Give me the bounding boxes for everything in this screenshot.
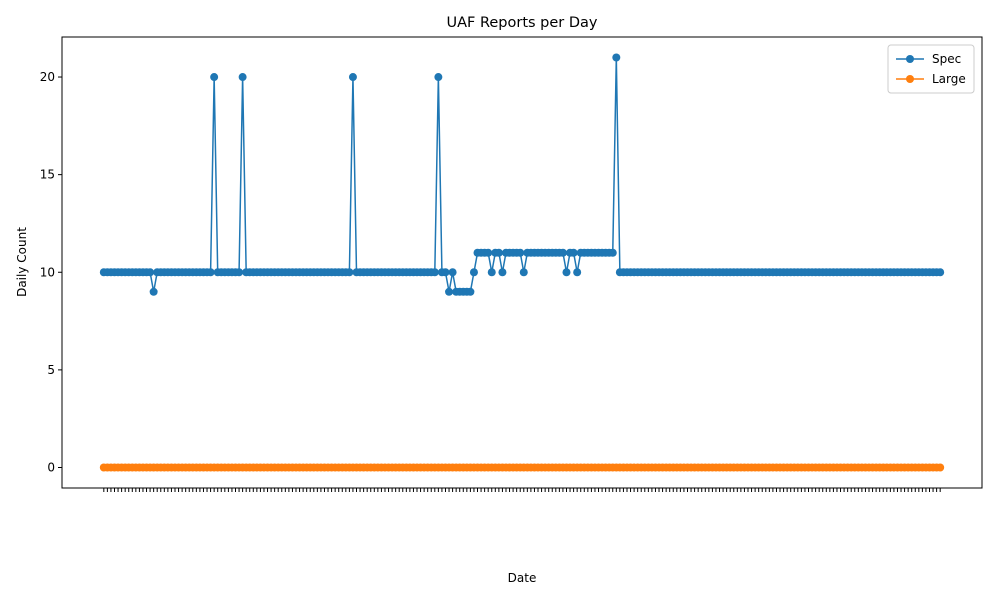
point — [484, 248, 493, 257]
point — [469, 268, 478, 277]
point — [558, 248, 567, 257]
point — [206, 268, 215, 277]
point — [562, 268, 571, 277]
point — [430, 268, 439, 277]
y-tick-label: 0 — [47, 461, 55, 475]
x-axis-label: Date — [508, 571, 537, 585]
legend-marker — [906, 75, 914, 83]
y-tick-label: 10 — [40, 265, 55, 279]
point — [434, 73, 443, 82]
series — [99, 463, 945, 472]
point — [238, 73, 247, 82]
point — [445, 287, 454, 296]
legend-marker — [906, 55, 914, 63]
legend-label: Spec — [932, 52, 961, 66]
point — [448, 268, 457, 277]
point — [569, 248, 578, 257]
point — [235, 268, 244, 277]
point — [494, 248, 503, 257]
point — [936, 463, 945, 472]
chart-title: UAF Reports per Day — [446, 15, 597, 31]
point — [487, 268, 496, 277]
y-tick-label: 5 — [47, 363, 55, 377]
point — [149, 287, 158, 296]
y-axis-label: Daily Count — [15, 227, 29, 297]
point — [210, 73, 219, 82]
y-tick-label: 15 — [40, 168, 55, 182]
point — [516, 248, 525, 257]
y-tick-label: 20 — [40, 70, 55, 84]
point — [466, 287, 475, 296]
point — [573, 268, 582, 277]
point — [498, 268, 507, 277]
point — [936, 268, 945, 277]
point — [146, 268, 155, 277]
point — [608, 248, 617, 257]
point — [345, 268, 354, 277]
legend-label: Large — [932, 72, 966, 86]
plot-frame — [61, 36, 983, 489]
point — [612, 53, 621, 62]
series — [99, 53, 945, 296]
point — [519, 268, 528, 277]
point — [441, 268, 450, 277]
point — [348, 73, 357, 82]
